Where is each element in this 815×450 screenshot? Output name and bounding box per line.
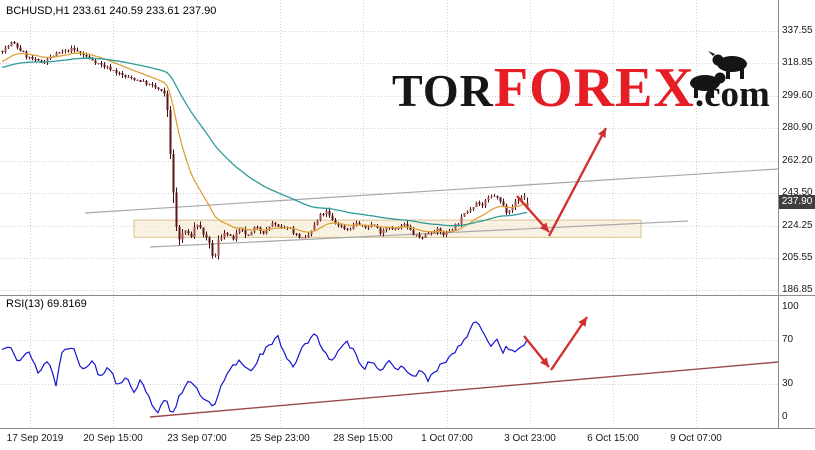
slow-ma-line xyxy=(1,57,528,227)
price-axis-label: 262.20 xyxy=(782,155,813,166)
price-axis-label: 337.55 xyxy=(782,25,813,36)
price-axis-label: 186.85 xyxy=(782,284,813,295)
price-axis-label: 318.85 xyxy=(782,57,813,68)
channel-upper-line xyxy=(84,168,779,214)
time-axis-label: 17 Sep 2019 xyxy=(6,433,64,444)
current-price-badge: 237.90 xyxy=(779,195,815,209)
logo-text-tor: TOR xyxy=(392,65,494,116)
candles-layer xyxy=(1,40,529,260)
price-forecast-arrow-down xyxy=(516,195,550,233)
rsi-forecast-arrow-down xyxy=(523,335,550,368)
rsi-axis-label: 100 xyxy=(782,301,799,312)
price-axis-label: 280.90 xyxy=(782,122,813,133)
time-axis-label: 3 Oct 23:00 xyxy=(504,433,556,444)
time-axis-label: 9 Oct 07:00 xyxy=(670,433,722,444)
watermark-logo: TOR FOREX .com xyxy=(392,51,770,120)
fast-ma-line xyxy=(1,52,528,233)
rsi-axis-label: 0 xyxy=(782,411,788,422)
rsi-trendline xyxy=(149,361,779,418)
rsi-indicator-label: RSI(13) 69.8169 xyxy=(6,298,87,310)
symbol-ohlc-line: BCHUSD,H1 233.61 240.59 233.61 237.90 xyxy=(6,5,217,17)
price-axis-label: 205.55 xyxy=(782,252,813,263)
logo-text-forex: FOREX xyxy=(493,57,695,119)
rsi-line xyxy=(1,321,528,414)
rsi-axis-label: 30 xyxy=(782,378,794,389)
panel-separators xyxy=(0,0,815,429)
rsi-forecast-arrow-up xyxy=(550,316,588,371)
price-axis-label: 299.60 xyxy=(782,90,813,101)
time-axis-label: 25 Sep 23:00 xyxy=(250,433,310,444)
time-axis-label: 20 Sep 15:00 xyxy=(83,433,143,444)
time-axis-label: 6 Oct 15:00 xyxy=(587,433,639,444)
price-axis-label: 243.50 xyxy=(782,187,813,198)
time-axis-label: 28 Sep 15:00 xyxy=(333,433,393,444)
rsi-axis-label: 70 xyxy=(782,334,794,345)
time-axis-label: 23 Sep 07:00 xyxy=(167,433,227,444)
price-axis-label: 224.25 xyxy=(782,220,813,231)
price-forecast-arrow-up xyxy=(547,127,608,237)
time-axis-label: 1 Oct 07:00 xyxy=(421,433,473,444)
bull-bear-icon xyxy=(690,51,747,98)
